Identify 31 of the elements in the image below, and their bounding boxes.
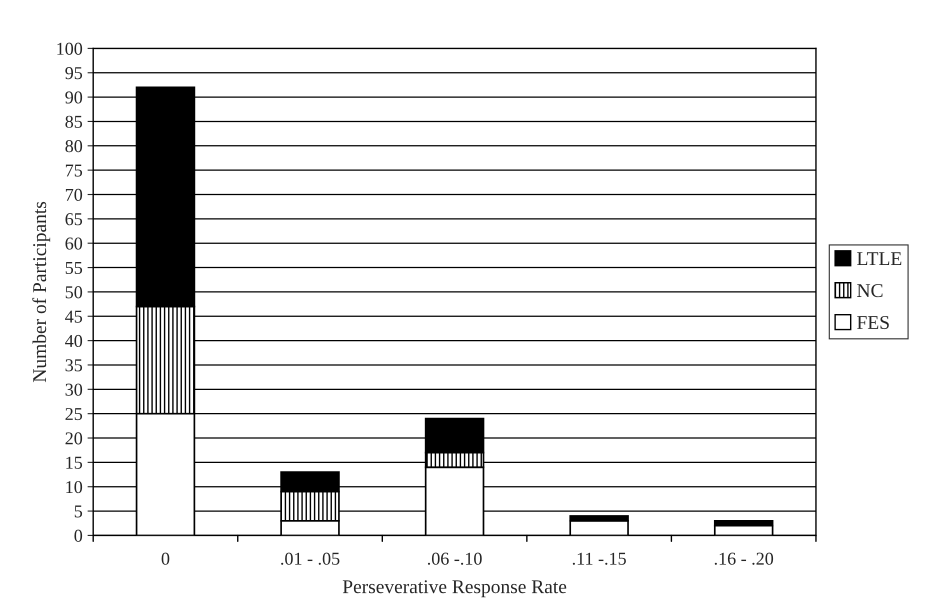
y-tick-label: 60 [66, 237, 82, 250]
y-tick-label: 50 [66, 286, 82, 298]
y-tick-label: 70 [66, 188, 82, 201]
legend-label: NC [857, 284, 882, 298]
legend-label: FES [857, 316, 889, 330]
y-axis-title: Number of Participants [32, 202, 50, 382]
y-tick-label: 95 [65, 67, 82, 80]
y-tick-label: 55 [66, 262, 82, 274]
y-tick-label: 30 [66, 384, 82, 396]
y-tick-label: 35 [66, 359, 82, 372]
legend-label: LTLE [857, 252, 902, 265]
y-tick-label: 90 [65, 91, 82, 104]
x-tick-label: .16 - .20 [714, 552, 774, 565]
y-tick-label: 5 [74, 506, 82, 518]
x-tick-label: .01 - .05 [281, 552, 340, 565]
y-tick-label: 15 [66, 456, 82, 469]
x-axis-title: Perseverative Response Rate [342, 580, 566, 598]
y-tick-label: 65 [66, 213, 82, 226]
y-tick-label: 40 [65, 334, 82, 348]
y-tick-label: 100 [57, 42, 82, 55]
x-tick-label: .11 -.15 [572, 552, 626, 565]
y-tick-label: 85 [65, 116, 82, 128]
y-tick-label: 20 [66, 432, 82, 444]
y-tick-label: 0 [74, 530, 82, 542]
x-tick-label: .06 -.10 [428, 552, 482, 565]
y-tick-label: 25 [66, 408, 82, 420]
y-tick-label: 80 [65, 140, 82, 152]
y-tick-label: 10 [66, 480, 82, 494]
y-tick-label: 75 [66, 164, 82, 177]
x-tick-label: 0 [162, 552, 170, 565]
y-tick-label: 45 [65, 310, 82, 323]
